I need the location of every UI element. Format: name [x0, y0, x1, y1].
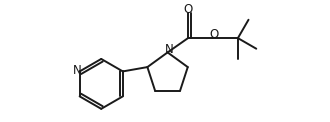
Text: O: O [210, 28, 219, 41]
Text: N: N [164, 43, 173, 56]
Text: O: O [183, 3, 193, 16]
Text: N: N [73, 64, 82, 77]
